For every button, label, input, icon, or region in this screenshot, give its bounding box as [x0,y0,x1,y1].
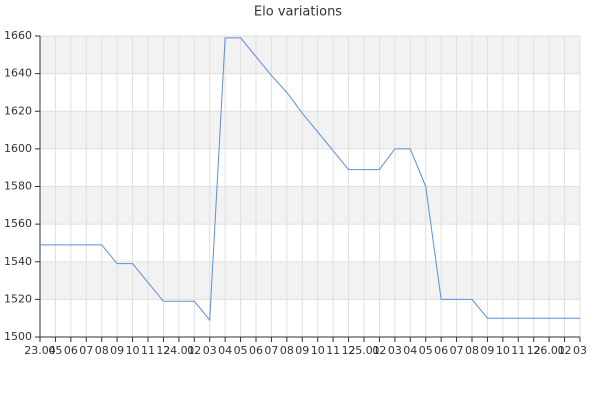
x-tick-label: 05 [48,344,62,357]
x-tick-label: 26.01 [533,344,565,357]
y-tick-label: 1540 [4,255,32,268]
x-tick-label: 09 [110,344,124,357]
y-tick-label: 1600 [4,142,32,155]
y-tick-label: 1640 [4,67,32,80]
y-tick-label: 1560 [4,217,32,230]
x-tick-label: 11 [326,344,340,357]
x-tick-label: 02 [558,344,572,357]
x-tick-label: 25.01 [348,344,380,357]
x-tick-label: 08 [95,344,109,357]
x-tick-label: 05 [419,344,433,357]
x-tick-label: 07 [79,344,93,357]
line-series [40,37,580,322]
x-tick-label: 12 [156,344,170,357]
y-tick-label: 1520 [4,292,32,305]
x-tick-label: 08 [465,344,479,357]
y-tick-label: 1660 [4,29,32,42]
x-tick-label: 10 [496,344,510,357]
x-tick-label: 09 [480,344,494,357]
plot-band [40,186,580,225]
y-tick-label: 1580 [4,180,32,193]
x-tick-label: 07 [450,344,464,357]
chart-title: Elo variations [254,5,342,20]
y-tick-label: 1620 [4,104,32,117]
x-tick-label: 11 [141,344,155,357]
x-tick-label: 02 [187,344,201,357]
x-tick-label: 11 [511,344,525,357]
x-tick-label: 10 [311,344,325,357]
x-tick-label: 12 [527,344,541,357]
y-tick-label: 1500 [4,330,32,343]
x-tick-label: 10 [126,344,140,357]
x-tick-label: 12 [342,344,356,357]
x-tick-label: 04 [218,344,232,357]
x-tick-label: 06 [249,344,263,357]
x-tick-label: 08 [280,344,294,357]
x-tick-label: 03 [388,344,402,357]
plot-band [40,111,580,149]
x-tick-label: 03 [203,344,217,357]
x-tick-label: 06 [64,344,78,357]
x-tick-label: 02 [372,344,386,357]
x-tick-label: 04 [403,344,417,357]
x-tick-label: 09 [295,344,309,357]
x-tick-label: 23.04 [24,344,56,357]
x-tick-label: 05 [234,344,248,357]
x-tick-label: 06 [434,344,448,357]
x-tick-label: 07 [264,344,278,357]
x-tick-label: 03 [573,344,587,357]
x-tick-label: 24.01 [163,344,195,357]
plot-band [40,36,580,74]
plot-band [40,261,580,300]
